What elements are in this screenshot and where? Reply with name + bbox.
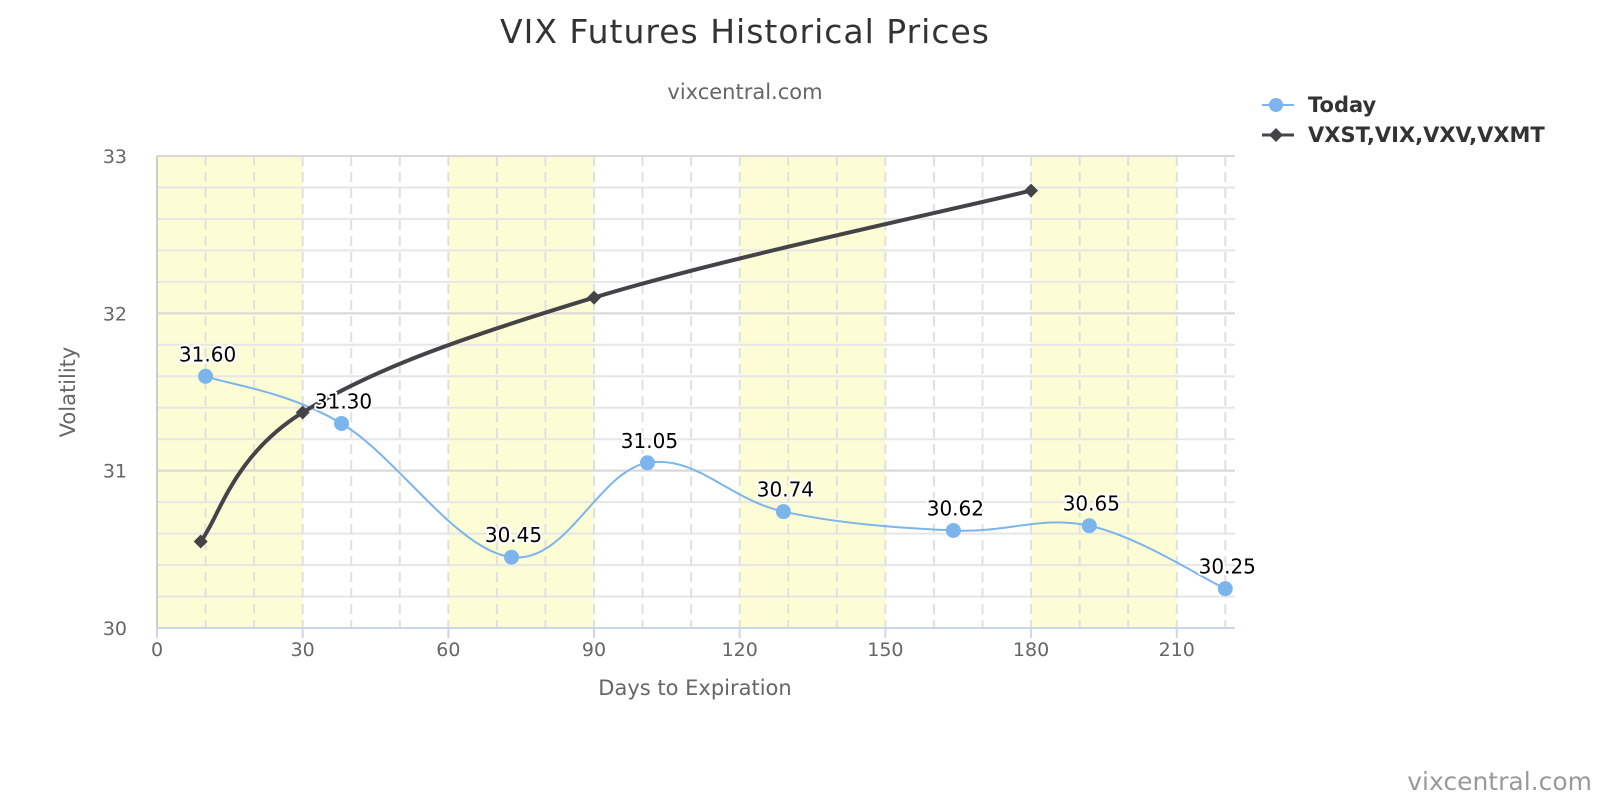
data-labels: 31.60 31.30 30.45 31.05 30.74 30.62 30.65 30.25	[177, 340, 1258, 580]
y-tick-label: 30	[103, 618, 127, 640]
y-axis-title: Volatility	[56, 347, 80, 438]
data-label: 30.74	[757, 478, 814, 502]
y-tick-label: 31	[103, 461, 127, 483]
legend-label: Today	[1308, 93, 1377, 117]
series-line-vxst-vix-vxv-vxmt	[198, 188, 1034, 544]
legend-symbol-diamond-icon	[1262, 128, 1294, 142]
chart-title: VIX Futures Historical Prices	[500, 12, 990, 51]
shaded-band	[1031, 156, 1177, 628]
x-tick-label: 180	[1013, 639, 1049, 661]
data-label: 31.30	[315, 389, 372, 413]
shaded-band	[448, 156, 595, 628]
data-point-vxst-vix-vxv-vxmt	[1024, 183, 1039, 198]
x-tick-label: 60	[436, 639, 460, 661]
x-tick-label: 210	[1159, 639, 1195, 661]
legend-item-term-structure[interactable]: VXST,VIX,VXV,VXMT	[1262, 120, 1545, 150]
data-point-today	[198, 368, 214, 384]
shaded-band	[739, 156, 886, 628]
x-axis-title: Days to Expiration	[598, 676, 791, 700]
data-point-today	[639, 455, 655, 471]
data-label: 31.05	[621, 429, 678, 453]
data-point-today	[334, 415, 350, 431]
data-point-today	[503, 549, 519, 565]
data-point-today	[775, 504, 791, 520]
legend-symbol-circle-icon	[1262, 98, 1294, 112]
data-point-vxst-vix-vxv-vxmt	[295, 405, 310, 420]
shaded-band	[157, 156, 303, 628]
data-point-today	[945, 522, 961, 538]
x-tick-label: 90	[582, 639, 606, 661]
data-label: 30.62	[927, 496, 984, 520]
data-label: 31.60	[179, 342, 236, 366]
shaded-bands	[157, 156, 1177, 628]
data-point-today	[1217, 581, 1233, 597]
credit-link[interactable]: vixcentral.com	[1407, 767, 1592, 796]
x-tick-label: 150	[867, 639, 903, 661]
data-point-vxst-vix-vxv-vxmt	[587, 290, 602, 305]
data-point-vxst-vix-vxv-vxmt	[193, 534, 208, 549]
series-layer	[193, 183, 1233, 597]
data-label: 30.45	[485, 523, 542, 547]
data-point-today	[1081, 518, 1097, 534]
y-tick-label: 33	[103, 146, 127, 168]
x-tick-label: 120	[722, 639, 758, 661]
x-tick-label: 30	[291, 639, 315, 661]
series-line-today	[204, 375, 1227, 590]
legend-label: VXST,VIX,VXV,VXMT	[1308, 123, 1545, 147]
axes: 0 30 60 90 120 150 180 210 30 31 32 33	[103, 146, 1235, 661]
y-tick-label: 32	[103, 303, 127, 325]
x-tick-label: 0	[151, 639, 163, 661]
chart-subtitle: vixcentral.com	[667, 80, 823, 104]
grid-lines	[156, 155, 1235, 629]
legend: Today VXST,VIX,VXV,VXMT	[1262, 90, 1545, 150]
legend-item-today[interactable]: Today	[1262, 90, 1545, 120]
data-label: 30.25	[1199, 555, 1256, 579]
data-label: 30.65	[1063, 492, 1120, 516]
